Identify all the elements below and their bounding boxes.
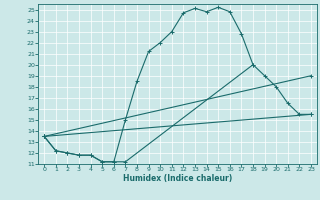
X-axis label: Humidex (Indice chaleur): Humidex (Indice chaleur) — [123, 174, 232, 183]
